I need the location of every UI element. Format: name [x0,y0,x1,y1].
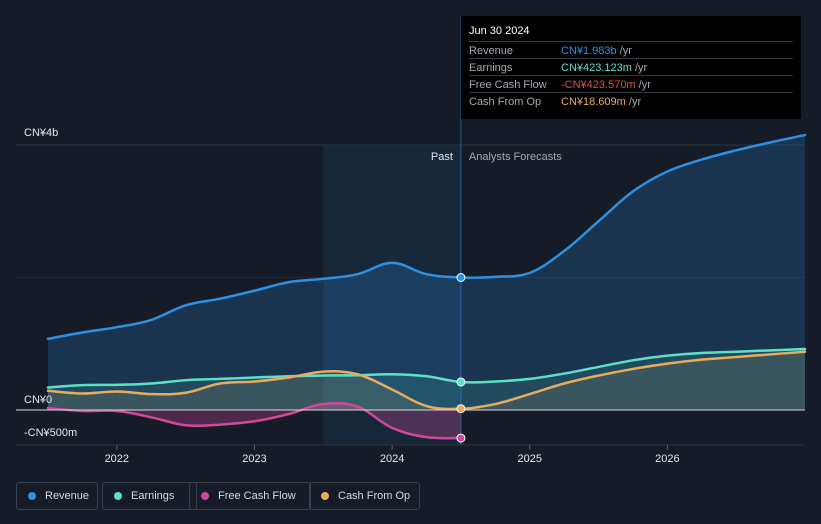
legend-label-cash-from-op: Cash From Op [338,490,411,502]
tooltip-value-cash-from-op: CN¥18.609m [561,96,626,108]
legend-dot-free-cash-flow [201,492,209,500]
legend-item-revenue[interactable]: Revenue [16,482,98,510]
x-tick-label-2026: 2026 [655,453,679,465]
x-tick-label-2022: 2022 [105,453,129,465]
tooltip-unit-free-cash-flow: /yr [638,79,651,91]
legend-item-cash-from-op[interactable]: Cash From Op [309,482,420,510]
legend-label-earnings: Earnings [131,490,175,502]
legend-label-revenue: Revenue [45,490,90,502]
line-cash-from-op [46,350,807,411]
tooltip-label-cash-from-op: Cash From Op [469,96,542,108]
marker-cash-from-op [456,404,466,414]
legend-dot-earnings [114,492,122,500]
y-label-zero: CN¥0 [24,394,52,406]
tooltip-unit-cash-from-op: /yr [628,96,642,108]
tooltip-row-cash-from-op: Cash From Op CN¥18.609m /yr [469,92,793,110]
legend-dot-cash-from-op [321,492,329,500]
area-cash-from-op [48,351,805,410]
legend-dot-revenue [28,492,36,500]
tooltip-row-free-cash-flow: Free Cash Flow -CN¥423.570m /yr [469,75,793,93]
past-highlight-band [323,145,461,445]
forecast-label: Analysts Forecasts [469,151,562,163]
past-label: Past [431,151,453,163]
marker-free-cash-flow [456,433,466,443]
tooltip-unit-earnings: /yr [635,62,648,74]
tooltip-value-earnings: CN¥423.123m [561,62,632,74]
y-label-bottom: -CN¥500m [24,427,77,439]
tooltip-label-revenue: Revenue [469,45,514,57]
tooltip-value-revenue: CN¥1.983b [561,45,617,57]
line-revenue [46,133,807,341]
x-tick-label-2023: 2023 [242,453,266,465]
line-earnings [46,347,807,389]
legend-item-free-cash-flow[interactable]: Free Cash Flow [189,482,311,510]
marker-earnings [456,377,466,387]
tooltip-row-earnings: Earnings CN¥423.123m /yr [469,58,793,76]
tooltip: Jun 30 2024 Revenue CN¥1.983b /yr Earnin… [461,16,801,119]
tooltip-label-free-cash-flow: Free Cash Flow [469,79,547,91]
legend-item-earnings[interactable]: Earnings [102,482,197,510]
legend-label-free-cash-flow: Free Cash Flow [218,490,296,502]
area-revenue [48,135,805,410]
y-label-top: CN¥4b [24,127,58,139]
marker-revenue [456,273,466,282]
tooltip-value-free-cash-flow: -CN¥423.570m [561,79,636,91]
tooltip-label-earnings: Earnings [469,62,513,74]
tooltip-date: Jun 30 2024 [469,25,530,37]
tooltip-row-revenue: Revenue CN¥1.983b /yr [469,41,793,59]
x-tick-label-2025: 2025 [517,453,541,465]
tooltip-unit-revenue: /yr [619,45,632,57]
x-tick-label-2024: 2024 [380,453,404,465]
line-free-cash-flow [46,401,463,440]
